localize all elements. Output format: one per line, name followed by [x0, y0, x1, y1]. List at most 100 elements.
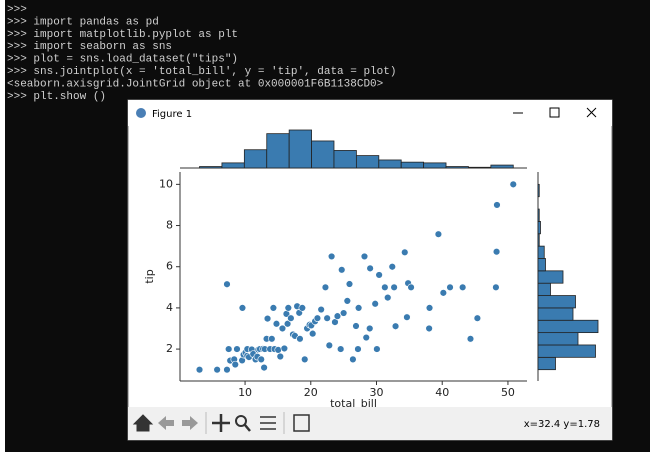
point: [308, 329, 317, 338]
x-tick-label: 10: [238, 386, 252, 399]
title-bar: [128, 100, 612, 126]
point: [276, 352, 284, 361]
point: [296, 335, 304, 343]
point: [360, 252, 369, 261]
y-tick-label: 4: [166, 301, 173, 314]
status-text: x=32.4 y=1.78: [524, 419, 600, 430]
point: [268, 335, 276, 343]
histogram-bar: [445, 166, 469, 169]
point: [231, 360, 239, 369]
x-tick-label: 30: [370, 386, 384, 399]
back-button[interactable]: [158, 416, 174, 430]
x-axis-label: total_bill: [330, 397, 377, 410]
histogram-bar: [537, 221, 541, 235]
point: [473, 314, 482, 322]
plot-area: 2 4 6 8 10 10 20 30 40 50 total_bill tip: [143, 129, 599, 410]
point: [272, 320, 281, 328]
toolbar-buttons: [132, 412, 310, 434]
histogram-bar: [288, 129, 312, 169]
point: [354, 304, 363, 312]
point: [298, 304, 307, 312]
point: [352, 322, 360, 330]
histogram-bar: [537, 332, 579, 346]
window-title: Figure 1: [152, 109, 192, 120]
point: [325, 341, 334, 350]
histogram-bar: [333, 150, 357, 169]
window-icon: [136, 108, 146, 118]
point: [343, 297, 352, 305]
point: [213, 365, 221, 374]
home-button[interactable]: [132, 414, 154, 432]
point: [354, 345, 362, 353]
histogram-bar: [423, 162, 447, 169]
histogram-bar: [537, 208, 540, 222]
histogram-bar: [537, 270, 564, 284]
point: [493, 201, 501, 209]
y-axis-label: tip: [143, 269, 156, 283]
histogram-bar: [355, 155, 380, 169]
histogram-bar: [537, 307, 574, 321]
point: [388, 263, 396, 271]
histogram-bar: [537, 356, 556, 371]
terminal-line: >>> import matplotlib.pyplot as plt: [7, 29, 238, 41]
point: [317, 305, 325, 314]
x-tick-label: 20: [304, 386, 318, 399]
point: [323, 314, 331, 322]
maximize[interactable]: [549, 107, 560, 118]
point: [366, 264, 374, 273]
point: [284, 304, 293, 312]
x-tick-label: 50: [501, 386, 515, 399]
y-tick-label: 8: [166, 219, 173, 232]
histogram-bar: [490, 164, 514, 169]
y-tick-label: 2: [166, 342, 173, 355]
point: [257, 355, 265, 364]
point: [371, 300, 379, 308]
histogram-bar: [199, 166, 223, 169]
y-tick-label: 6: [166, 260, 173, 273]
point: [287, 314, 295, 322]
point: [391, 322, 400, 330]
point: [458, 283, 467, 292]
histogram-bar: [537, 258, 546, 272]
point: [434, 230, 443, 238]
point: [195, 365, 204, 374]
histogram-bar: [537, 282, 551, 296]
histogram-bar: [537, 233, 540, 247]
histogram-bar: [537, 295, 576, 309]
point: [403, 313, 411, 321]
point: [466, 335, 475, 343]
terminal-line: >>> plot = sns.load_dataset("tips"): [7, 54, 238, 66]
histogram-bar: [243, 149, 268, 169]
point: [301, 355, 309, 364]
point: [384, 293, 392, 302]
point: [223, 280, 231, 288]
point: [327, 252, 336, 261]
terminal-line: >>> plt.show (): [7, 91, 106, 103]
point: [263, 314, 272, 323]
point: [280, 344, 289, 353]
close[interactable]: [586, 107, 597, 118]
point: [269, 304, 278, 312]
point: [375, 271, 383, 279]
point: [339, 309, 348, 317]
pan-button[interactable]: [212, 414, 230, 432]
point: [381, 283, 389, 292]
point: [366, 324, 374, 333]
point: [333, 312, 342, 320]
histogram-bar: [400, 161, 425, 169]
forward-button[interactable]: [182, 416, 198, 430]
point: [407, 283, 415, 292]
configure-button[interactable]: [260, 416, 276, 430]
save-button[interactable]: [293, 414, 310, 432]
histogram-bar: [311, 140, 335, 169]
point: [492, 283, 500, 292]
point: [223, 365, 231, 374]
histogram-bar: [537, 245, 545, 259]
point: [390, 283, 398, 292]
histogram-bar: [378, 159, 402, 169]
point: [439, 289, 448, 297]
terminal-line: >>> import seaborn as sns: [7, 41, 172, 53]
zoom-button[interactable]: [235, 415, 247, 427]
histogram-bar: [537, 183, 540, 198]
